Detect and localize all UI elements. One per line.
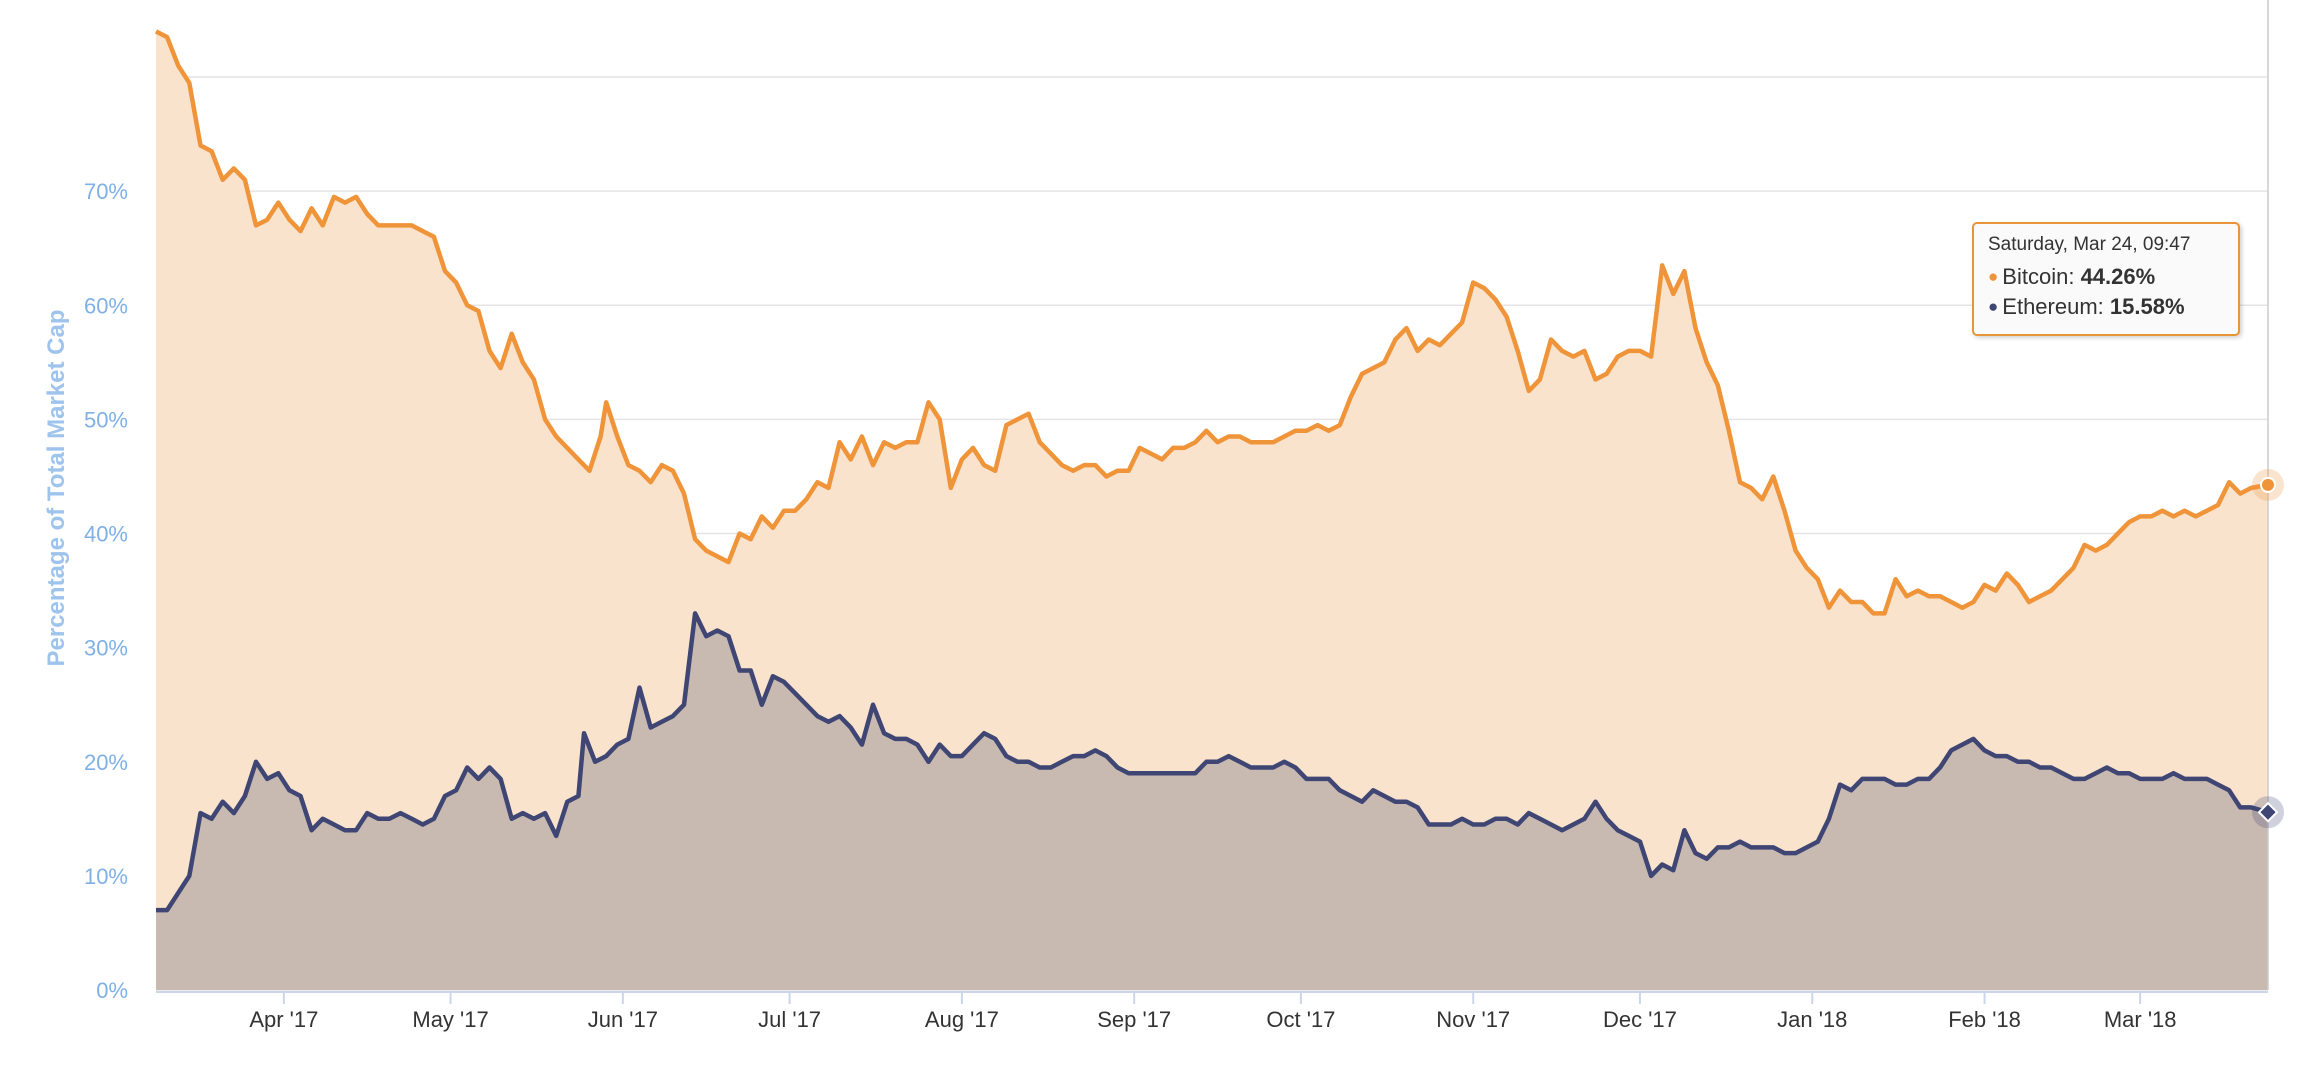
x-tick-label: Jan '18 (1777, 1007, 1847, 1032)
tooltip-series-value: 44.26% (2080, 264, 2156, 289)
x-tick-label: Jun '17 (588, 1007, 658, 1032)
tooltip-row-ethereum: ● Ethereum: 15.58% (1988, 294, 2185, 319)
tooltip-series-value: 15.58% (2109, 294, 2185, 319)
y-tick-label: 20% (84, 750, 128, 775)
tooltip: Saturday, Mar 24, 09:47 ● Bitcoin: 44.26%… (1972, 222, 2240, 336)
bitcoin-dot-icon: ● (1988, 267, 1999, 286)
y-tick-label: 10% (84, 864, 128, 889)
x-tick-label: Oct '17 (1266, 1007, 1335, 1032)
x-tick-label: Feb '18 (1948, 1007, 2021, 1032)
tooltip-series-name: Ethereum (2002, 294, 2098, 319)
y-tick-label: 30% (84, 636, 128, 661)
series-areas (154, 29, 2269, 990)
x-tick-label: Aug '17 (925, 1007, 999, 1032)
x-tick-label: Sep '17 (1097, 1007, 1171, 1032)
y-tick-label: 50% (84, 407, 128, 432)
ethereum-line (156, 611, 2269, 913)
bitcoin-hover-point (2260, 476, 2276, 493)
y-axis-title: Percentage of Total Market Cap (43, 310, 70, 667)
tooltip-series-name: Bitcoin (2002, 264, 2069, 289)
ethereum-hover-point (2257, 801, 2279, 823)
x-tick-label: Nov '17 (1436, 1007, 1510, 1032)
bitcoin-line (154, 29, 2269, 616)
x-tick-label: Apr '17 (249, 1007, 318, 1032)
ethereum-dot-icon: ● (1988, 297, 1999, 316)
tooltip-row-bitcoin: ● Bitcoin: 44.26% (1988, 264, 2156, 289)
x-tick-label: Jul '17 (758, 1007, 821, 1032)
x-tick-label: Dec '17 (1603, 1007, 1677, 1032)
tooltip-date: Saturday, Mar 24, 09:47 (1988, 234, 2191, 255)
y-tick-label: 40% (84, 522, 128, 547)
y-tick-label: 60% (84, 293, 128, 318)
y-tick-label: 70% (84, 179, 128, 204)
x-tick-label: May '17 (412, 1007, 488, 1032)
hover-markers (2252, 468, 2284, 829)
y-tick-label: 0% (96, 978, 128, 1003)
x-tick-label: Mar '18 (2104, 1007, 2177, 1032)
axes: 0% 10% 20% 30% 40% 50% 60% 70% Apr '17 May '17 Jun… (84, 0, 2269, 1032)
